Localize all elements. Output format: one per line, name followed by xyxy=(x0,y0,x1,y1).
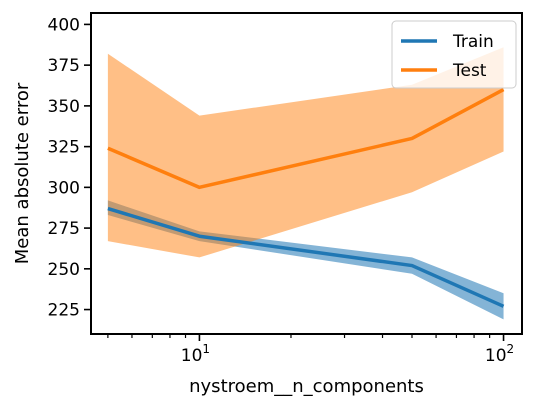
y-axis-label: Mean absolute error xyxy=(12,82,33,264)
legend-label-test: Test xyxy=(452,61,487,81)
train-line xyxy=(107,206,505,308)
x-axis: 101 102 xyxy=(107,334,514,366)
y-tick-label: 400 xyxy=(48,15,80,35)
y-tick-label: 300 xyxy=(48,178,80,198)
y-tick-label: 375 xyxy=(48,56,80,76)
y-tick-label: 325 xyxy=(48,138,80,158)
x-tick-label: 102 xyxy=(485,342,514,366)
confidence-bands xyxy=(107,47,504,320)
y-tick-label: 275 xyxy=(48,219,80,239)
test-confidence-band xyxy=(107,47,504,258)
series-lines xyxy=(107,88,505,308)
test-line xyxy=(107,88,505,190)
y-tick-label: 250 xyxy=(48,260,80,280)
legend-label-train: Train xyxy=(452,32,494,52)
y-tick-label: 225 xyxy=(48,301,80,321)
plot-frame xyxy=(90,12,523,335)
x-axis-label: nystroem__n_components xyxy=(189,376,424,397)
legend: Train Test xyxy=(391,20,517,89)
x-tick-label: 101 xyxy=(181,342,210,366)
y-tick-label: 350 xyxy=(48,97,80,117)
y-axis: 225 250 275 300 325 350 375 400 xyxy=(48,15,91,321)
